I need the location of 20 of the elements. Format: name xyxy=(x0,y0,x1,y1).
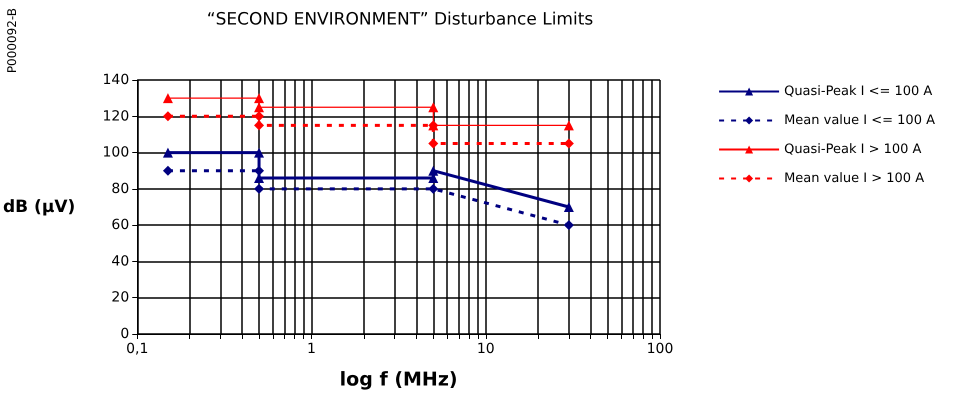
chart-title: “SECOND ENVIRONMENT” Disturbance Limits xyxy=(206,10,594,30)
y-tick-label: 140 xyxy=(102,72,130,88)
x-tick-label: 10 xyxy=(476,341,495,357)
legend-label: Mean value I > 100 A xyxy=(784,171,924,186)
y-tick-label: 40 xyxy=(111,253,130,270)
legend-label: Quasi-Peak I <= 100 A xyxy=(784,84,932,99)
y-axis-title: dB (µV) xyxy=(3,197,76,217)
y-tick-label: 20 xyxy=(111,290,130,306)
legend-label: Quasi-Peak I > 100 A xyxy=(784,142,922,157)
y-tick-label: 100 xyxy=(102,144,130,161)
y-tick-label: 60 xyxy=(111,217,130,234)
x-tick-label: 0,1 xyxy=(126,341,148,357)
x-tick-label: 100 xyxy=(646,341,674,357)
y-tick-label: 0 xyxy=(120,326,130,342)
y-tick-label: 80 xyxy=(111,180,130,197)
text: P000092-B xyxy=(5,8,19,74)
x-axis-title: log f (MHz) xyxy=(340,368,458,390)
legend-label: Mean value I <= 100 A xyxy=(784,113,936,128)
x-tick-label: 1 xyxy=(307,341,316,357)
y-tick-label: 120 xyxy=(102,108,130,124)
